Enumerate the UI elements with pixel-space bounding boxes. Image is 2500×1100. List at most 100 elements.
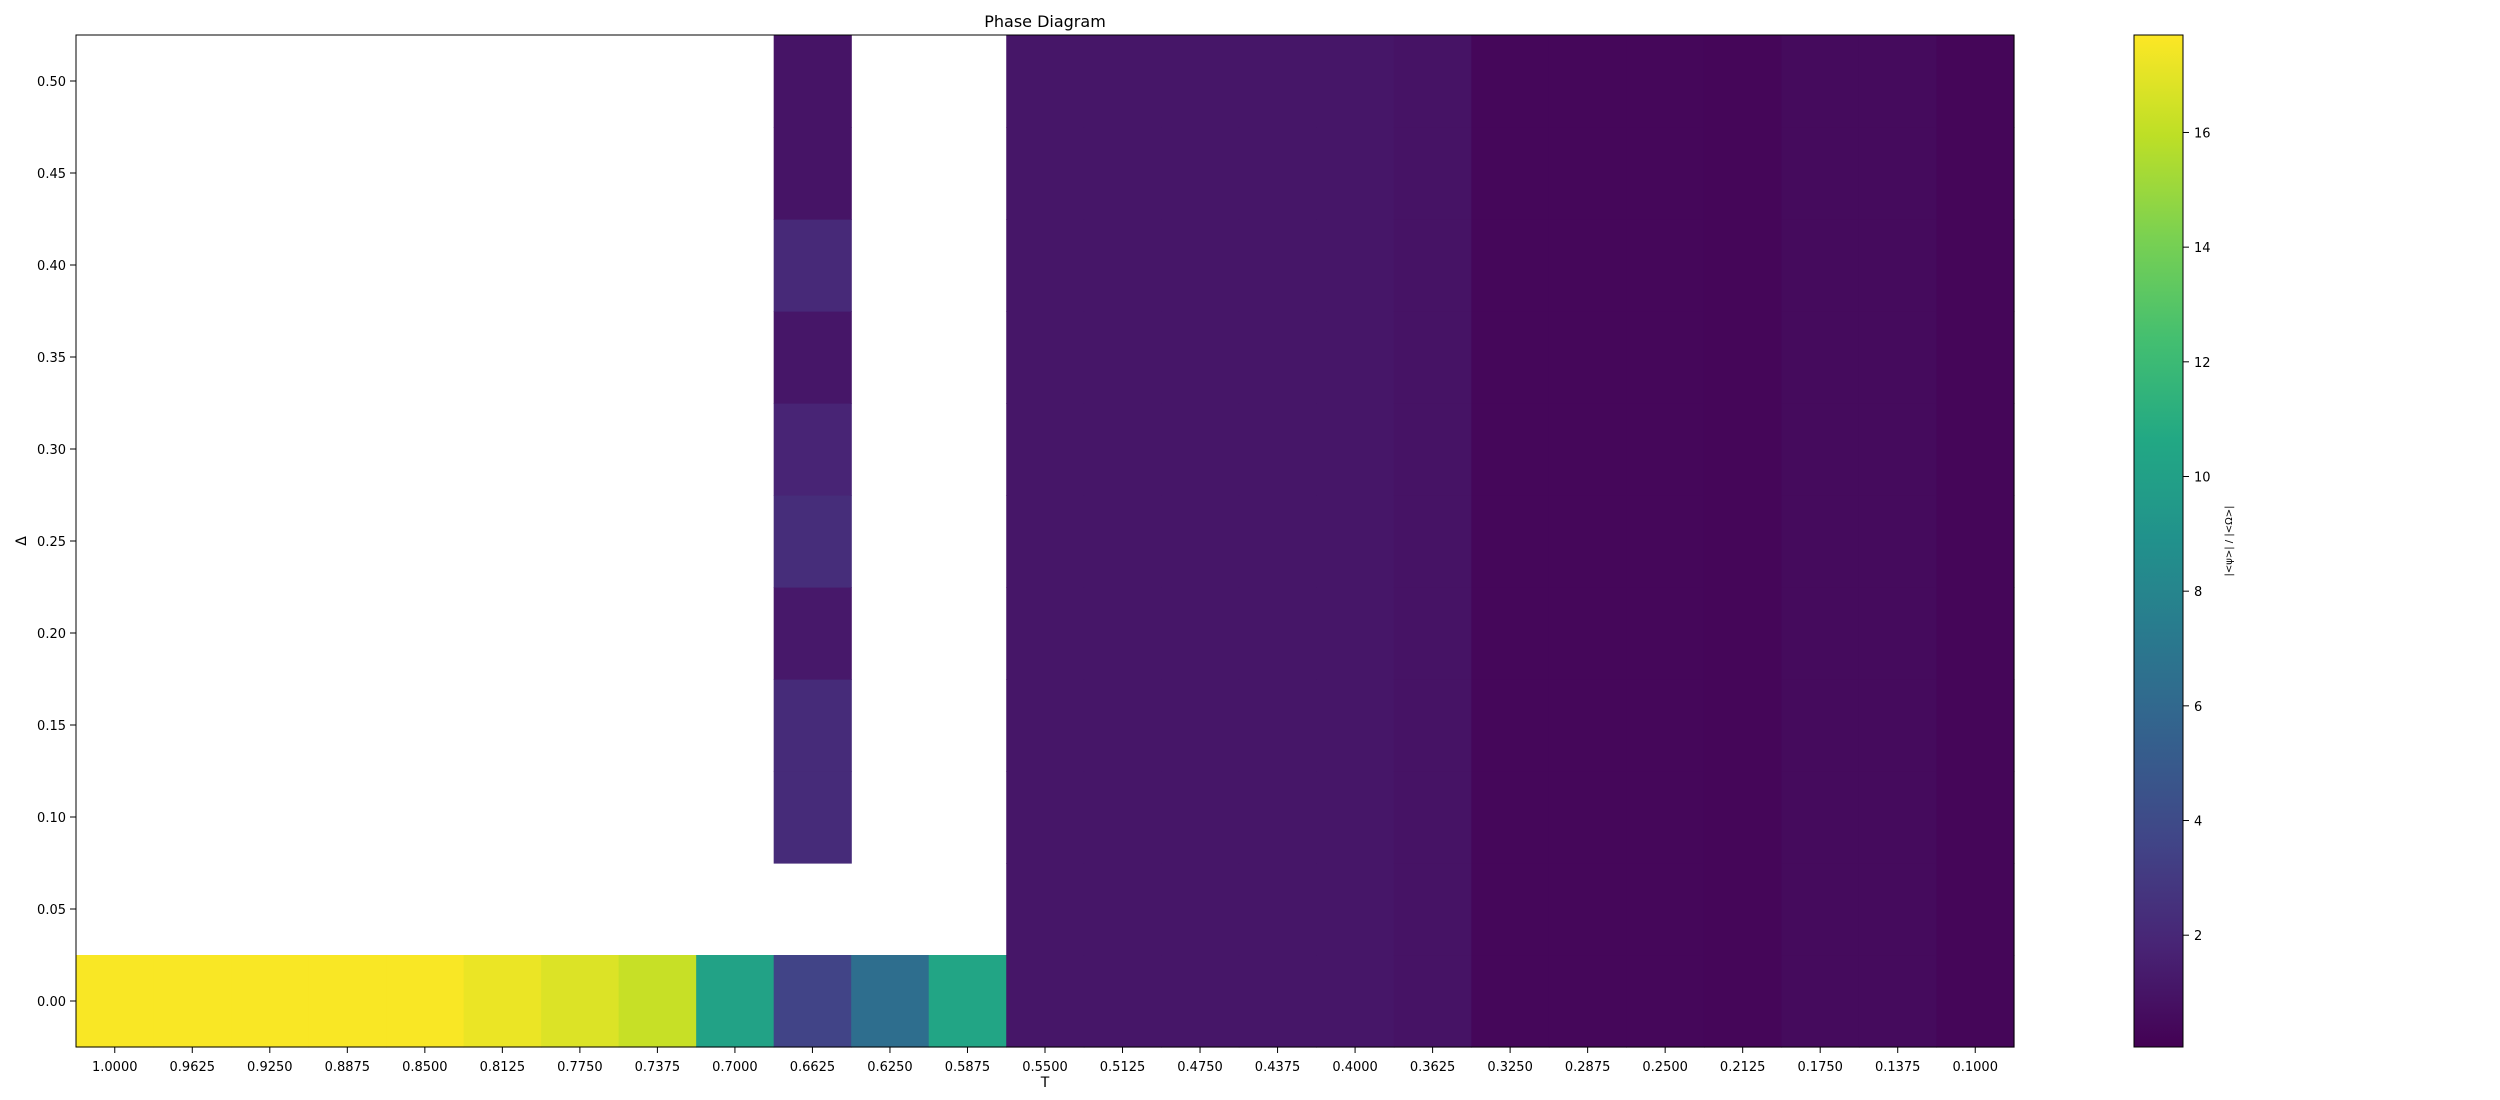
heatmap-cell xyxy=(1161,403,1240,496)
heatmap-cell xyxy=(618,955,697,1048)
heatmap-cell xyxy=(1703,863,1783,956)
heatmap-cell xyxy=(1471,219,1550,312)
x-tick-label: 0.1750 xyxy=(1797,1060,1843,1075)
heatmap-cell xyxy=(1006,495,1085,588)
y-tick-label: 0.00 xyxy=(37,995,66,1010)
heatmap-cell xyxy=(1393,495,1472,588)
heatmap-cell xyxy=(1393,955,1472,1048)
x-tick-label: 0.7000 xyxy=(712,1060,758,1075)
heatmap-cell xyxy=(773,35,852,128)
heatmap-cell xyxy=(1626,127,1705,220)
heatmap-cell xyxy=(1471,863,1550,956)
x-tick-label: 0.2875 xyxy=(1565,1060,1611,1075)
heatmap-cell xyxy=(1548,679,1627,772)
heatmap-cell xyxy=(1626,679,1705,772)
heatmap-cell xyxy=(1316,771,1395,864)
heatmap-cell xyxy=(1703,311,1783,404)
heatmap-cell xyxy=(1936,955,2015,1048)
heatmap-cell xyxy=(1083,587,1162,680)
heatmap-cell xyxy=(1781,35,1860,128)
heatmap-cell xyxy=(1548,403,1627,496)
heatmap-cell xyxy=(1703,955,1783,1048)
heatmap-cell xyxy=(1858,771,1938,864)
heatmap-cell xyxy=(1316,587,1395,680)
heatmap-cell xyxy=(1006,35,1085,128)
heatmap-cell xyxy=(1471,679,1550,772)
heatmap-cell xyxy=(1858,863,1938,956)
heatmap-cell xyxy=(1161,311,1240,404)
colorbar-label: |<ψ>| / |<Ω>| xyxy=(2224,506,2235,577)
heatmap-cell xyxy=(1006,127,1085,220)
heatmap-cell xyxy=(1703,219,1783,312)
y-tick-label: 0.05 xyxy=(37,903,66,918)
heatmap-cell xyxy=(1238,771,1317,864)
heatmap-cell xyxy=(1703,403,1783,496)
heatmap-cell xyxy=(1006,219,1085,312)
heatmap-cell xyxy=(1083,679,1162,772)
heatmap-cell xyxy=(1936,679,2015,772)
heatmap-cell xyxy=(1083,863,1162,956)
heatmap-cell xyxy=(1703,127,1783,220)
heatmap-cell xyxy=(1548,127,1627,220)
heatmap-cell xyxy=(1936,771,2015,864)
x-tick-label: 0.6250 xyxy=(867,1060,913,1075)
colorbar-tick-label: 14 xyxy=(2194,241,2211,256)
heatmap-cells xyxy=(76,35,2015,1048)
heatmap-cell xyxy=(1083,311,1162,404)
heatmap-cell xyxy=(1936,863,2015,956)
x-tick-label: 0.3625 xyxy=(1410,1060,1456,1075)
heatmap-cell xyxy=(1316,311,1395,404)
colorbar-tick-label: 8 xyxy=(2194,585,2202,600)
heatmap-cell xyxy=(1626,863,1705,956)
x-tick-label: 0.1000 xyxy=(1952,1060,1998,1075)
heatmap-cell xyxy=(1858,311,1938,404)
heatmap-cell xyxy=(1471,587,1550,680)
heatmap-cell xyxy=(1006,863,1085,956)
heatmap-cell xyxy=(1006,587,1085,680)
heatmap-cell xyxy=(1083,35,1162,128)
heatmap-cell xyxy=(773,587,852,680)
y-tick-label: 0.30 xyxy=(37,443,66,458)
heatmap-cell xyxy=(1161,127,1240,220)
heatmap-cell xyxy=(1858,35,1938,128)
heatmap-cell xyxy=(386,955,465,1048)
heatmap-cell xyxy=(1858,219,1938,312)
heatmap-cell xyxy=(1936,311,2015,404)
y-tick-label: 0.40 xyxy=(37,259,66,274)
heatmap-cell xyxy=(153,955,232,1048)
heatmap-cell xyxy=(1626,955,1705,1048)
heatmap-cell xyxy=(1936,35,2015,128)
heatmap-cell xyxy=(76,955,155,1048)
heatmap-cell xyxy=(1238,495,1317,588)
heatmap-cell xyxy=(1006,955,1085,1048)
x-tick-label: 0.4375 xyxy=(1255,1060,1301,1075)
heatmap-cell xyxy=(1471,311,1550,404)
heatmap-cell xyxy=(1781,495,1860,588)
heatmap-cell xyxy=(1238,127,1317,220)
x-axis: 1.0000 0.9625 0.9250 0.8875 0.8500 0.8125 0.77… xyxy=(92,1047,1998,1075)
colorbar-tick-label: 2 xyxy=(2194,929,2202,944)
heatmap-cell xyxy=(1781,311,1860,404)
heatmap-cell xyxy=(1781,403,1860,496)
x-tick-label: 1.0000 xyxy=(92,1060,138,1075)
heatmap-cell xyxy=(1161,35,1240,128)
heatmap-cell xyxy=(1703,679,1783,772)
heatmap-cell xyxy=(1781,771,1860,864)
heatmap-cell xyxy=(1316,35,1395,128)
heatmap-cell xyxy=(1006,679,1085,772)
x-tick-label: 0.2500 xyxy=(1642,1060,1688,1075)
heatmap-cell xyxy=(1781,219,1860,312)
chart-title: Phase Diagram xyxy=(984,12,1106,31)
heatmap-cell xyxy=(1083,127,1162,220)
heatmap-cell xyxy=(1471,495,1550,588)
x-tick-label: 0.2125 xyxy=(1720,1060,1766,1075)
heatmap-cell xyxy=(1781,955,1860,1048)
heatmap-cell xyxy=(1781,863,1860,956)
heatmap-cell xyxy=(1703,587,1783,680)
heatmap-cell xyxy=(1548,311,1627,404)
heatmap-cell xyxy=(1161,955,1240,1048)
heatmap-cell xyxy=(1626,35,1705,128)
x-tick-label: 0.7375 xyxy=(635,1060,681,1075)
heatmap-cell xyxy=(1626,219,1705,312)
heatmap-cell xyxy=(1083,403,1162,496)
